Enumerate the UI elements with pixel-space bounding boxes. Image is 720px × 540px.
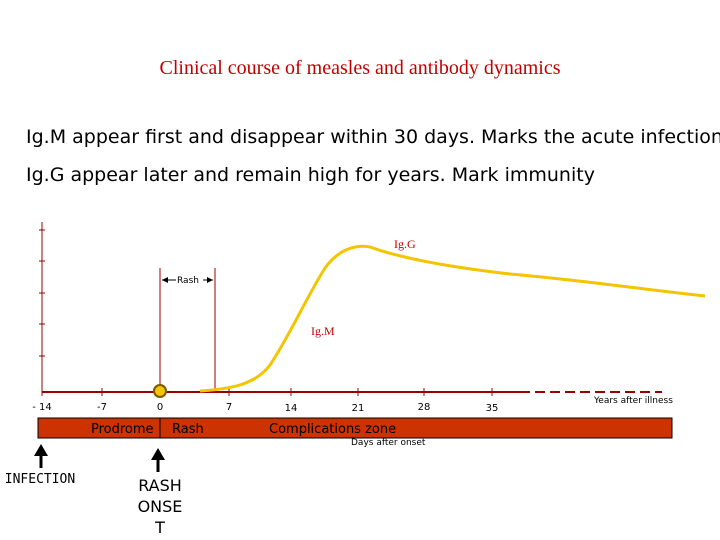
rash-onset-arrow-head xyxy=(151,448,165,460)
antibody-curve xyxy=(199,244,706,393)
rash-label: Rash xyxy=(177,276,199,286)
igg-description: Ig.G appear later and remain high for ye… xyxy=(26,164,595,186)
rash-phase-label: Rash xyxy=(172,422,204,437)
tick-label: 28 xyxy=(418,402,431,413)
igg-label: Ig.G xyxy=(394,237,416,251)
tick-label: 21 xyxy=(352,403,365,414)
page-title: Clinical course of measles and antibody … xyxy=(159,57,561,79)
rash-arrow-right-head xyxy=(207,277,213,283)
complications-zone-label: Complications zone xyxy=(269,422,396,437)
onset-marker xyxy=(153,384,167,398)
rash-arrow-left-head xyxy=(162,277,168,283)
rash-onset-label-line2: ONSE xyxy=(138,497,183,516)
tick-label: -7 xyxy=(97,402,107,413)
prodrome-label: Prodrome xyxy=(91,422,154,437)
igm-label: Ig.M xyxy=(311,324,335,338)
infection-label: INFECTION xyxy=(5,472,75,487)
tick-label: 14 xyxy=(285,403,298,414)
days-after-onset-label: Days after onset xyxy=(351,438,426,448)
years-after-illness-label: Years after illness xyxy=(593,396,673,406)
tick-label: - 14 xyxy=(32,402,52,413)
tick-label: 35 xyxy=(486,403,499,414)
phase-band xyxy=(37,417,673,439)
rash-label-bg xyxy=(176,273,203,286)
tick-label: 7 xyxy=(226,402,232,413)
rash-onset-label-line1: RASH xyxy=(138,476,182,495)
tick-label: 0 xyxy=(157,402,163,413)
infection-arrow-head xyxy=(34,444,48,456)
igm-description: Ig.M appear first and disappear within 3… xyxy=(26,126,720,148)
rash-onset-label-line3: T xyxy=(154,518,165,537)
